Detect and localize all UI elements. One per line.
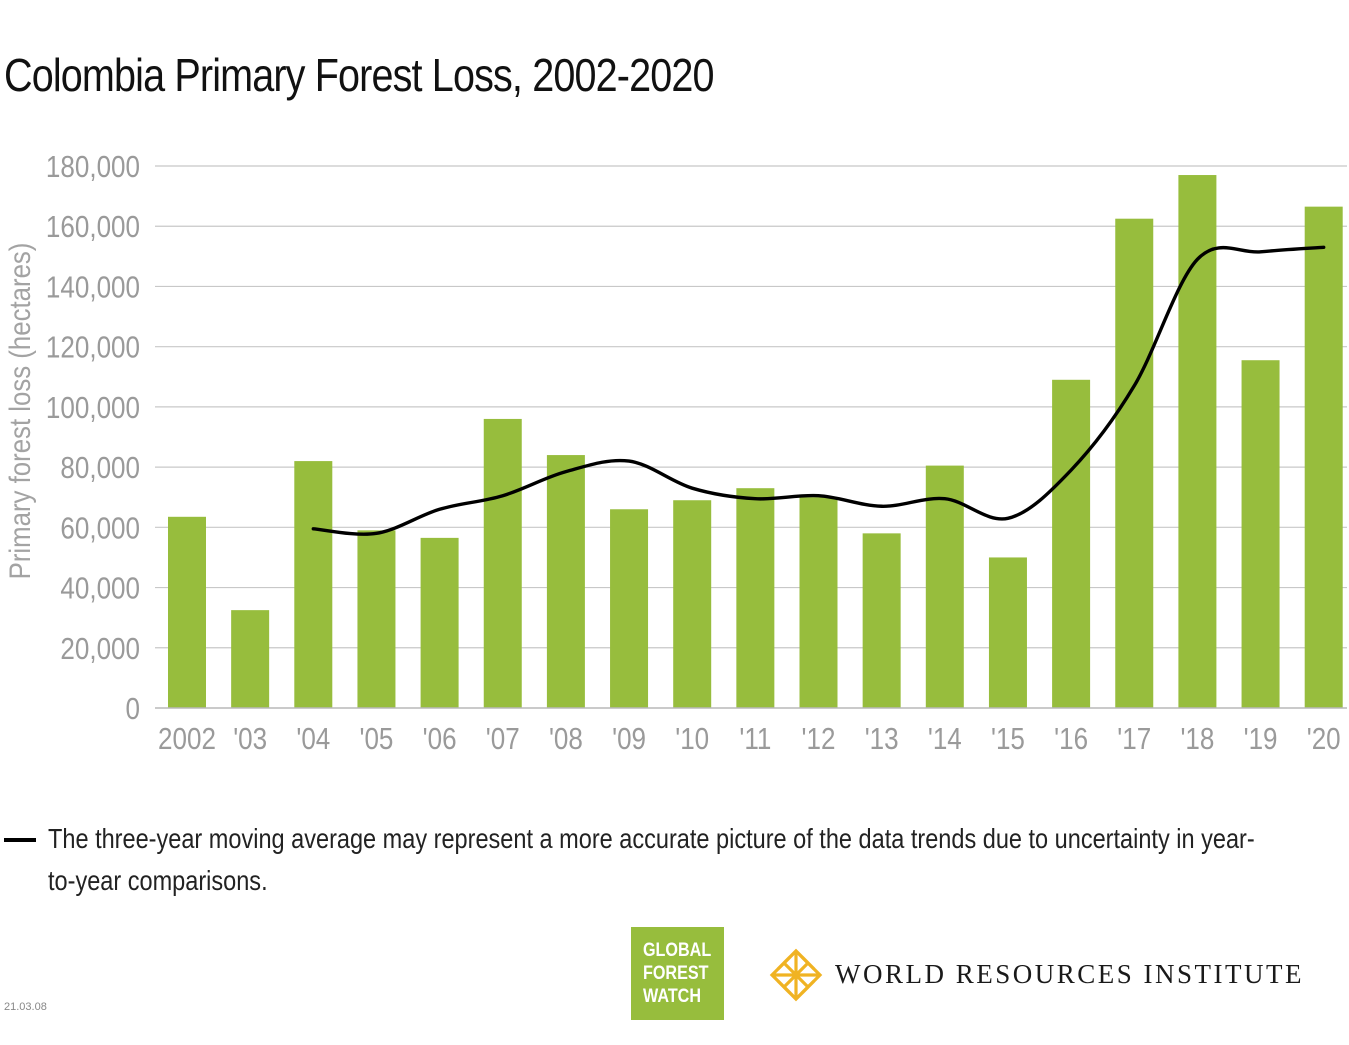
x-tick-label: '09 [612, 722, 646, 757]
moving-average-line [311, 245, 1326, 536]
bar [1052, 379, 1091, 708]
x-tick-label: '04 [296, 722, 330, 757]
y-tick-label: 20,000 [60, 632, 140, 667]
bar [357, 530, 396, 708]
x-tick-label: '08 [549, 722, 583, 757]
chart: 0 20,000 40,000 60,000 80,000 100,000 120,000 1… [3, 150, 1347, 757]
x-tick-label: 2002 [158, 722, 216, 757]
y-axis-ticks: 0 20,000 40,000 60,000 80,000 100,000 120,000 1… [46, 150, 140, 727]
y-tick-label: 0 [126, 692, 140, 727]
wri-logo-text: WORLD RESOURCES INSTITUTE [835, 959, 1304, 989]
x-tick-label: '18 [1180, 722, 1214, 757]
global-forest-watch-logo: GLOBAL FOREST WATCH [631, 927, 724, 1020]
bar [1241, 360, 1280, 708]
bar [294, 461, 333, 708]
legend-text: The three-year moving average may repres… [48, 823, 1255, 896]
x-tick-label: '06 [423, 722, 457, 757]
x-tick-label: '11 [739, 722, 771, 757]
y-tick-label: 180,000 [46, 150, 140, 185]
y-tick-label: 120,000 [46, 331, 140, 366]
x-tick-label: '10 [675, 722, 709, 757]
world-resources-institute-logo: WORLD RESOURCES INSTITUTE [768, 947, 1348, 1003]
x-tick-label: '16 [1054, 722, 1088, 757]
bar [799, 497, 838, 708]
version-stamp: 21.03.08 [4, 1001, 47, 1013]
moving-average-swatch [4, 838, 36, 842]
bar [736, 488, 775, 708]
bar [168, 516, 206, 708]
bar [1115, 218, 1154, 708]
bar [988, 557, 1027, 708]
x-tick-label: '15 [991, 722, 1025, 757]
bar [483, 418, 522, 708]
gfw-logo-line: WATCH [643, 986, 702, 1007]
x-tick-label: '07 [486, 722, 520, 757]
wri-lattice-icon [769, 948, 823, 1002]
bar [1178, 175, 1217, 709]
gfw-logo-line: GLOBAL [643, 940, 712, 961]
bar [420, 537, 459, 708]
x-tick-label: '20 [1307, 722, 1341, 757]
y-tick-label: 60,000 [60, 511, 140, 546]
bars [168, 175, 1343, 709]
bar [925, 465, 964, 708]
y-tick-label: 40,000 [60, 571, 140, 606]
x-tick-label: '17 [1117, 722, 1151, 757]
x-tick-label: '12 [802, 722, 836, 757]
y-axis-label: Primary forest loss (hectares) [3, 243, 36, 580]
x-tick-label: '03 [233, 722, 267, 757]
bar [1304, 206, 1343, 708]
bar [862, 533, 901, 708]
x-axis-ticks: 2002 '03 '04 '05 '06 '07 '08 '09 '10 '11 '12 '13 '14… [158, 722, 1341, 757]
x-tick-label: '19 [1244, 722, 1278, 757]
chart-title: Colombia Primary Forest Loss, 2002-2020 [4, 49, 715, 101]
x-tick-label: '05 [359, 722, 393, 757]
bar [673, 500, 712, 708]
bar [231, 610, 270, 708]
gfw-logo-line: FOREST [643, 963, 709, 984]
bar [610, 509, 649, 708]
bar [546, 455, 585, 708]
y-tick-label: 160,000 [46, 210, 140, 245]
x-tick-label: '14 [928, 722, 962, 757]
y-tick-label: 100,000 [46, 391, 140, 426]
y-tick-label: 80,000 [60, 451, 140, 486]
x-tick-label: '13 [865, 722, 899, 757]
y-tick-label: 140,000 [46, 270, 140, 305]
